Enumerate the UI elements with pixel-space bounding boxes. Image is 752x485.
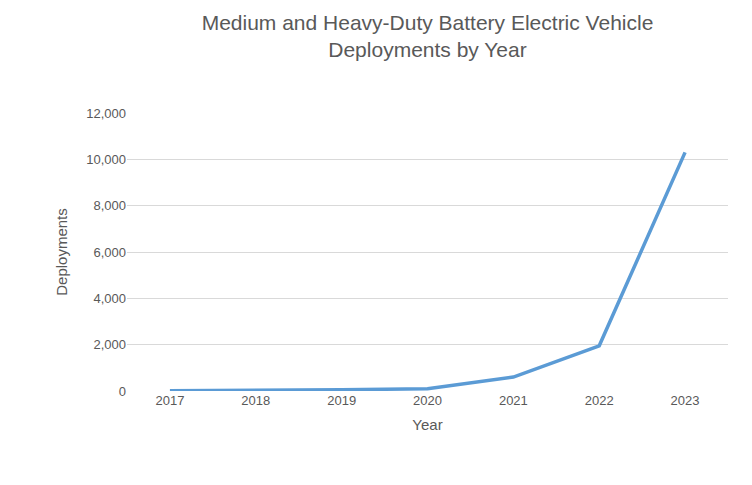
svg-text:Medium and Heavy-Duty Battery: Medium and Heavy-Duty Battery Electric V… xyxy=(202,11,654,61)
svg-text:2022: 2022 xyxy=(585,393,614,408)
svg-text:12,000: 12,000 xyxy=(86,106,126,121)
svg-text:Year: Year xyxy=(412,416,442,433)
svg-text:2018: 2018 xyxy=(241,393,270,408)
svg-text:0: 0 xyxy=(119,384,126,399)
svg-text:10,000: 10,000 xyxy=(86,152,126,167)
svg-text:4,000: 4,000 xyxy=(93,291,126,306)
svg-text:Deployments: Deployments xyxy=(53,208,70,296)
svg-text:2017: 2017 xyxy=(155,393,184,408)
svg-text:8,000: 8,000 xyxy=(93,198,126,213)
svg-text:6,000: 6,000 xyxy=(93,245,126,260)
svg-text:2021: 2021 xyxy=(499,393,528,408)
svg-text:2019: 2019 xyxy=(327,393,356,408)
svg-text:2,000: 2,000 xyxy=(93,337,126,352)
svg-text:2023: 2023 xyxy=(671,393,700,408)
svg-text:2020: 2020 xyxy=(413,393,442,408)
